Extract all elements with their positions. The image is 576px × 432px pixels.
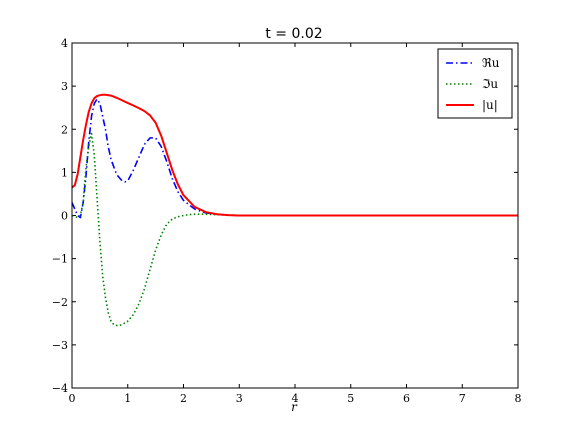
y-tick-label: 4 <box>61 37 68 50</box>
series-layer <box>71 93 518 327</box>
x-tick-label: 1 <box>124 392 131 405</box>
y-tick-label: 3 <box>61 80 68 93</box>
x-tick-label: 4 <box>292 392 299 405</box>
series-line-3 <box>71 93 518 217</box>
x-axis-label: r <box>291 400 298 414</box>
y-tick-label: −1 <box>52 253 68 266</box>
x-tick-label: 2 <box>180 392 187 405</box>
legend-label-3: |u| <box>482 98 498 112</box>
y-tick-label: −3 <box>52 339 68 352</box>
x-tick-label: 5 <box>347 392 354 405</box>
legend: ℜu ℑu |u| <box>437 48 513 119</box>
x-tick-label: 8 <box>515 392 522 405</box>
y-tick-label: 0 <box>61 210 68 223</box>
x-tick-label: 6 <box>403 392 410 405</box>
x-tick-label: 3 <box>236 392 243 405</box>
legend-box <box>437 48 513 119</box>
y-tick-label: −4 <box>52 382 68 395</box>
legend-label-2: ℑu <box>482 77 498 91</box>
series-line-2 <box>71 132 518 327</box>
x-tick-label: 7 <box>459 392 466 405</box>
plot-frame <box>71 42 519 389</box>
chart-title: t = 0.02 <box>265 26 322 42</box>
y-tick-label: −2 <box>52 296 68 309</box>
legend-label-1: ℜu <box>482 56 500 70</box>
y-tick-label: 2 <box>61 123 68 136</box>
y-tick-label: 1 <box>61 166 68 179</box>
x-tick-label: 0 <box>69 392 76 405</box>
